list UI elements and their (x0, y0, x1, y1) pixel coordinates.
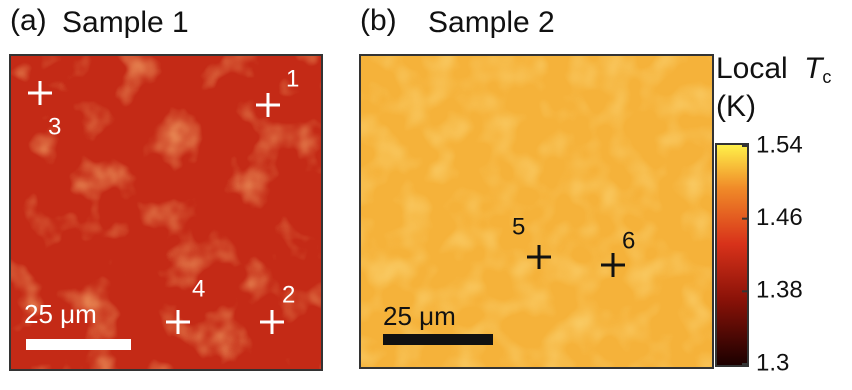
marker-label: 4 (192, 275, 205, 302)
marker-label: 6 (622, 227, 635, 254)
marker-label: 1 (286, 65, 299, 92)
marker-label: 5 (512, 213, 525, 240)
heatmap-texture (360, 55, 713, 368)
scale-bar (26, 339, 131, 350)
scale-bar-label: 25 μm (24, 299, 97, 329)
panel-title: Sample 1 (62, 6, 189, 39)
scale-bar-label: 25 μm (383, 301, 456, 331)
colorbar-symbol: T (804, 52, 825, 85)
markers (527, 245, 625, 277)
panel-frame (9, 54, 323, 371)
panel-title: Sample 2 (428, 6, 555, 39)
heatmap-texture (10, 55, 322, 370)
markers (28, 81, 284, 334)
panel-label: (b) (360, 4, 397, 37)
colorbar-title: Local Tc (716, 52, 831, 87)
scale-bar (383, 334, 493, 345)
colorbar (715, 143, 749, 367)
tick-label: 1.46 (756, 204, 803, 231)
colorbar-subscript: c (822, 67, 831, 87)
panel-frame (359, 54, 714, 369)
panel-label: (a) (10, 4, 47, 37)
colorbar-unit: (K) (716, 90, 756, 123)
marker-label: 2 (282, 281, 295, 308)
marker-label: 3 (48, 113, 61, 140)
colorbar-ticks: 1.54 1.46 1.38 1.3 (742, 131, 803, 376)
colorbar-title-text: Local (716, 52, 788, 85)
tick-label: 1.38 (756, 277, 803, 304)
tick-label: 1.54 (756, 131, 803, 158)
tick-label: 1.3 (756, 349, 789, 376)
